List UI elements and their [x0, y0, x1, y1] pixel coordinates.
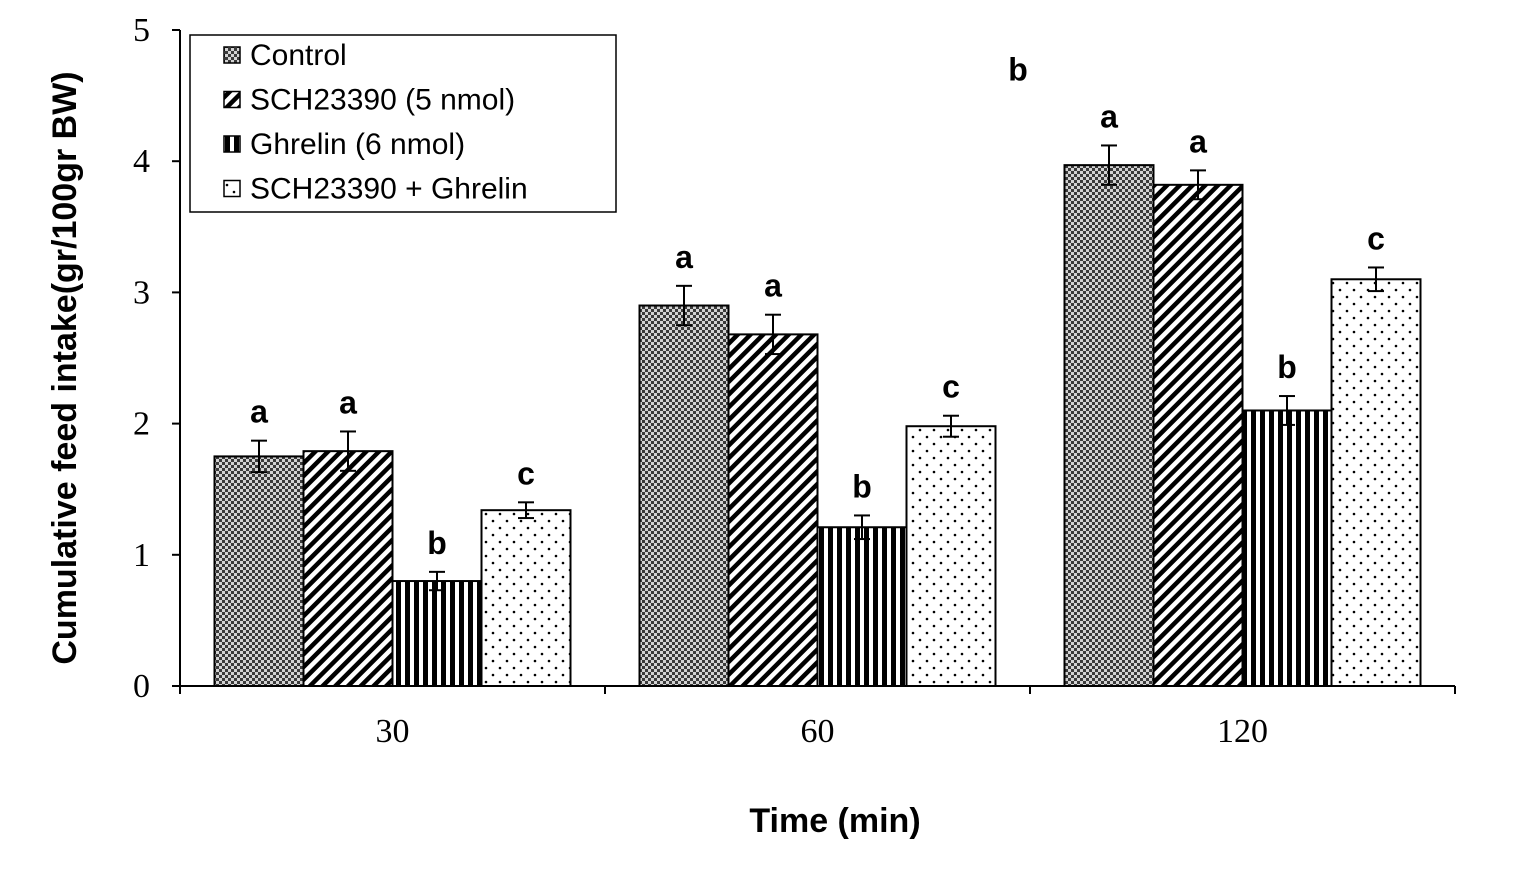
bar [213, 455, 305, 687]
legend-swatch [223, 179, 241, 198]
significance-letter: a [1100, 98, 1118, 134]
y-tick-label: 3 [133, 274, 150, 311]
error-bars [251, 144, 1384, 592]
bar [1241, 409, 1333, 687]
x-tick-label: 60 [801, 713, 835, 750]
x-tick-label: 30 [376, 713, 410, 750]
bar [391, 580, 483, 687]
significance-letters: a a b c a a b c a a b c b [250, 51, 1385, 560]
significance-letter: b [852, 468, 872, 504]
y-axis-title: Cumulative feed intake(gr/100gr BW) [46, 71, 84, 664]
y-tick-label: 4 [133, 143, 150, 180]
legend: Control SCH23390 (5 nmol) Ghrelin (6 nmol)… [189, 34, 617, 213]
legend-box [189, 34, 617, 213]
legend-label: SCH23390 + Ghrelin [250, 173, 528, 206]
annotation-letter: b [1008, 51, 1028, 87]
significance-letter: c [1367, 220, 1385, 256]
significance-letter: a [764, 268, 782, 304]
bar [905, 425, 997, 687]
y-tick-label: 0 [133, 668, 150, 705]
significance-letter: a [675, 239, 693, 275]
y-tick-label: 2 [133, 406, 150, 443]
significance-letter: b [1277, 349, 1297, 385]
bar [302, 450, 394, 688]
legend-label: Control [250, 39, 347, 72]
significance-letter: a [339, 384, 357, 420]
y-ticks: 0 1 2 3 4 5 [133, 12, 180, 705]
significance-letter: a [250, 394, 268, 430]
bars [213, 164, 1422, 688]
y-tick-label: 1 [133, 537, 150, 574]
significance-letter: a [1189, 123, 1207, 159]
x-ticks: 30 60 120 [179, 686, 1456, 750]
legend-swatch [223, 46, 241, 64]
legend-label: SCH23390 (5 nmol) [250, 84, 515, 117]
legend-swatch [223, 90, 241, 109]
significance-letter: b [427, 525, 447, 561]
bar [638, 304, 730, 687]
legend-swatch [223, 135, 241, 153]
bar [480, 509, 572, 687]
significance-letter: c [517, 455, 535, 491]
significance-letter: c [942, 369, 960, 405]
bar [1152, 183, 1244, 687]
bar [727, 333, 819, 687]
bar [816, 526, 908, 687]
bar [1063, 164, 1155, 688]
legend-label: Ghrelin (6 nmol) [250, 128, 465, 161]
x-axis-title: Time (min) [749, 802, 920, 840]
x-tick-label: 120 [1217, 713, 1268, 750]
y-tick-label: 5 [133, 12, 150, 49]
bar [1330, 278, 1422, 687]
